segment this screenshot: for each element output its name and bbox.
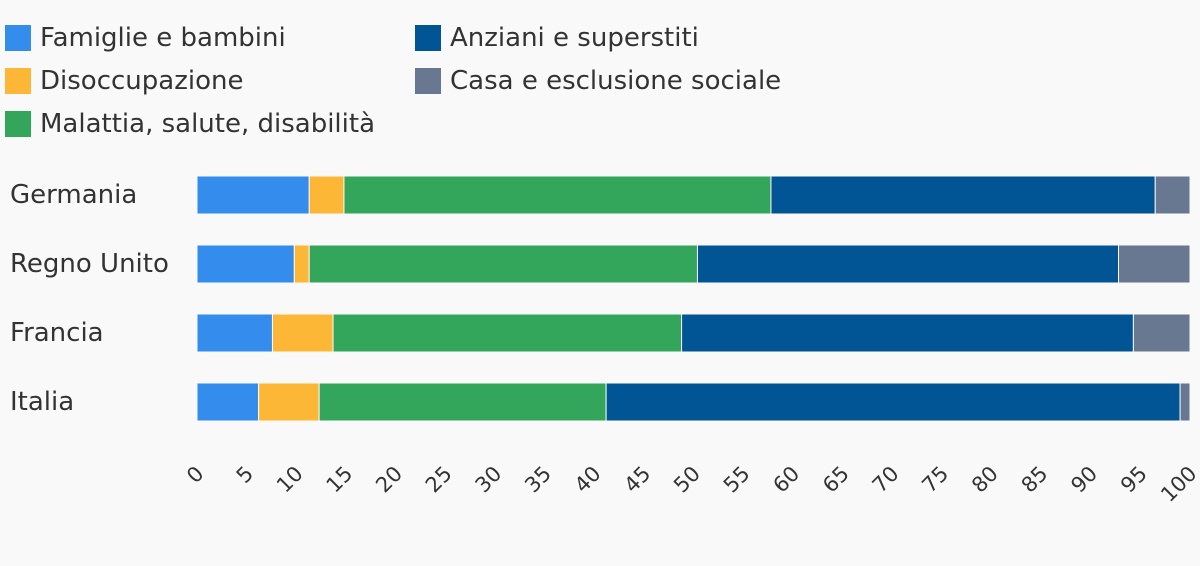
- bar-segment-regno-unito-malattia-salute-disabilita: [308, 244, 698, 284]
- bar-segment-francia-malattia-salute-disabilita: [332, 313, 683, 353]
- legend-swatch: [415, 68, 441, 94]
- x-tick-label-5: 5: [232, 462, 258, 488]
- category-label-regno-unito: Regno Unito: [10, 249, 169, 279]
- bar-segment-francia-anziani-e-superstiti: [681, 313, 1134, 353]
- bar-row-francia: [196, 313, 1191, 353]
- legend-swatch: [5, 68, 31, 94]
- legend-item-famiglie-e-bambini: Famiglie e bambini: [5, 23, 286, 53]
- legend-item-malattia-salute-disabilita: Malattia, salute, disabilità: [5, 109, 375, 139]
- x-tick-label-20: 20: [371, 462, 407, 498]
- x-tick-label-30: 30: [471, 462, 507, 498]
- x-tick-label-60: 60: [768, 462, 804, 498]
- legend-label: Malattia, salute, disabilità: [40, 109, 375, 139]
- x-tick-label-70: 70: [868, 462, 904, 498]
- category-labels: Germania Regno Unito Francia Italia: [10, 180, 169, 417]
- legend-label: Disoccupazione: [40, 66, 243, 96]
- x-tick-label-45: 45: [619, 462, 655, 498]
- legend-swatch: [5, 25, 31, 51]
- category-label-germania: Germania: [10, 180, 137, 210]
- bar-row-regno-unito: [196, 244, 1191, 284]
- x-tick-label-15: 15: [322, 462, 358, 498]
- bar-segment-regno-unito-famiglie-e-bambini: [196, 244, 295, 284]
- x-tick-label-0: 0: [182, 462, 208, 488]
- bar-segment-germania-malattia-salute-disabilita: [343, 175, 772, 215]
- bar-segment-italia-casa-e-esclusione-sociale: [1179, 382, 1191, 422]
- bar-segment-regno-unito-casa-e-esclusione-sociale: [1118, 244, 1191, 284]
- bar-segment-regno-unito-anziani-e-superstiti: [696, 244, 1120, 284]
- x-tick-label-40: 40: [570, 462, 606, 498]
- bar-segment-italia-disoccupazione: [258, 382, 320, 422]
- legend: Famiglie e bambini Disoccupazione Malattia…: [5, 23, 781, 139]
- bar-segment-italia-anziani-e-superstiti: [605, 382, 1181, 422]
- legend-item-anziani-e-superstiti: Anziani e superstiti: [415, 23, 699, 53]
- legend-label: Casa e esclusione sociale: [450, 66, 781, 96]
- legend-label: Anziani e superstiti: [450, 23, 699, 53]
- bars: [196, 175, 1191, 422]
- x-tick-label-75: 75: [917, 462, 953, 498]
- category-label-italia: Italia: [10, 387, 74, 417]
- bar-segment-francia-famiglie-e-bambini: [196, 313, 273, 353]
- bar-segment-francia-disoccupazione: [271, 313, 334, 353]
- bar-segment-germania-disoccupazione: [308, 175, 345, 215]
- bar-segment-regno-unito-disoccupazione: [293, 244, 310, 284]
- bar-segment-germania-anziani-e-superstiti: [770, 175, 1156, 215]
- x-tick-label-35: 35: [520, 462, 556, 498]
- bar-row-germania: [196, 175, 1191, 215]
- bar-row-italia: [196, 382, 1191, 422]
- legend-label: Famiglie e bambini: [40, 23, 286, 53]
- x-tick-label-10: 10: [272, 462, 308, 498]
- legend-item-disoccupazione: Disoccupazione: [5, 66, 243, 96]
- x-tick-label-100: 100: [1156, 462, 1200, 507]
- legend-item-casa-e-esclusione-sociale: Casa e esclusione sociale: [415, 66, 781, 96]
- bar-segment-italia-malattia-salute-disabilita: [318, 382, 607, 422]
- x-tick-label-25: 25: [421, 462, 457, 498]
- bar-segment-germania-casa-e-esclusione-sociale: [1154, 175, 1191, 215]
- bar-segment-francia-casa-e-esclusione-sociale: [1132, 313, 1191, 353]
- x-tick-label-65: 65: [818, 462, 854, 498]
- x-tick-label-55: 55: [719, 462, 755, 498]
- x-tick-label-50: 50: [669, 462, 705, 498]
- x-tick-label-95: 95: [1116, 462, 1152, 498]
- legend-swatch: [415, 25, 441, 51]
- x-axis-ticks: 0 5 10 15 20 25 30 35 40 45 50 55 60 65 70 75 80 85 90 95 10…: [182, 462, 1200, 507]
- bar-segment-germania-famiglie-e-bambini: [196, 175, 310, 215]
- legend-swatch: [5, 111, 31, 137]
- x-tick-label-85: 85: [1017, 462, 1053, 498]
- category-label-francia: Francia: [10, 318, 104, 348]
- x-tick-label-90: 90: [1066, 462, 1102, 498]
- x-tick-label-80: 80: [967, 462, 1003, 498]
- bar-segment-italia-famiglie-e-bambini: [196, 382, 260, 422]
